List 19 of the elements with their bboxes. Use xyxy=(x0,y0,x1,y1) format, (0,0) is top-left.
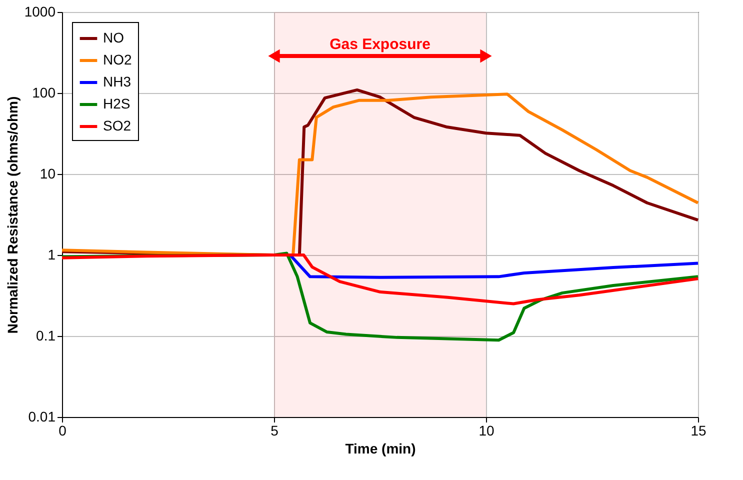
x-axis-title: Time (min) xyxy=(345,440,416,456)
legend-label: NH3 xyxy=(103,74,132,90)
legend-label: NO2 xyxy=(103,52,132,68)
y-tick-label: 0.1 xyxy=(36,328,56,344)
x-tick-label: 15 xyxy=(690,422,706,438)
line-series xyxy=(60,254,700,306)
legend-label: NO xyxy=(103,30,124,46)
legend-label: SO2 xyxy=(103,118,132,134)
y-tick-label: 10 xyxy=(40,166,56,182)
x-tick-label: 0 xyxy=(58,422,67,438)
y-tick-label: 0.01 xyxy=(28,408,56,424)
band-label: Gas Exposure xyxy=(330,36,430,53)
y-tick-label: 1000 xyxy=(24,4,56,20)
y-axis-title: Normalized Resistance (ohms/ohm) xyxy=(4,96,20,334)
y-tick-label: 100 xyxy=(32,84,56,100)
legend-label: H2S xyxy=(103,96,130,112)
x-tick-label: 10 xyxy=(478,422,494,438)
y-tick-label: 1 xyxy=(48,246,56,262)
x-tick-label: 5 xyxy=(270,422,279,438)
